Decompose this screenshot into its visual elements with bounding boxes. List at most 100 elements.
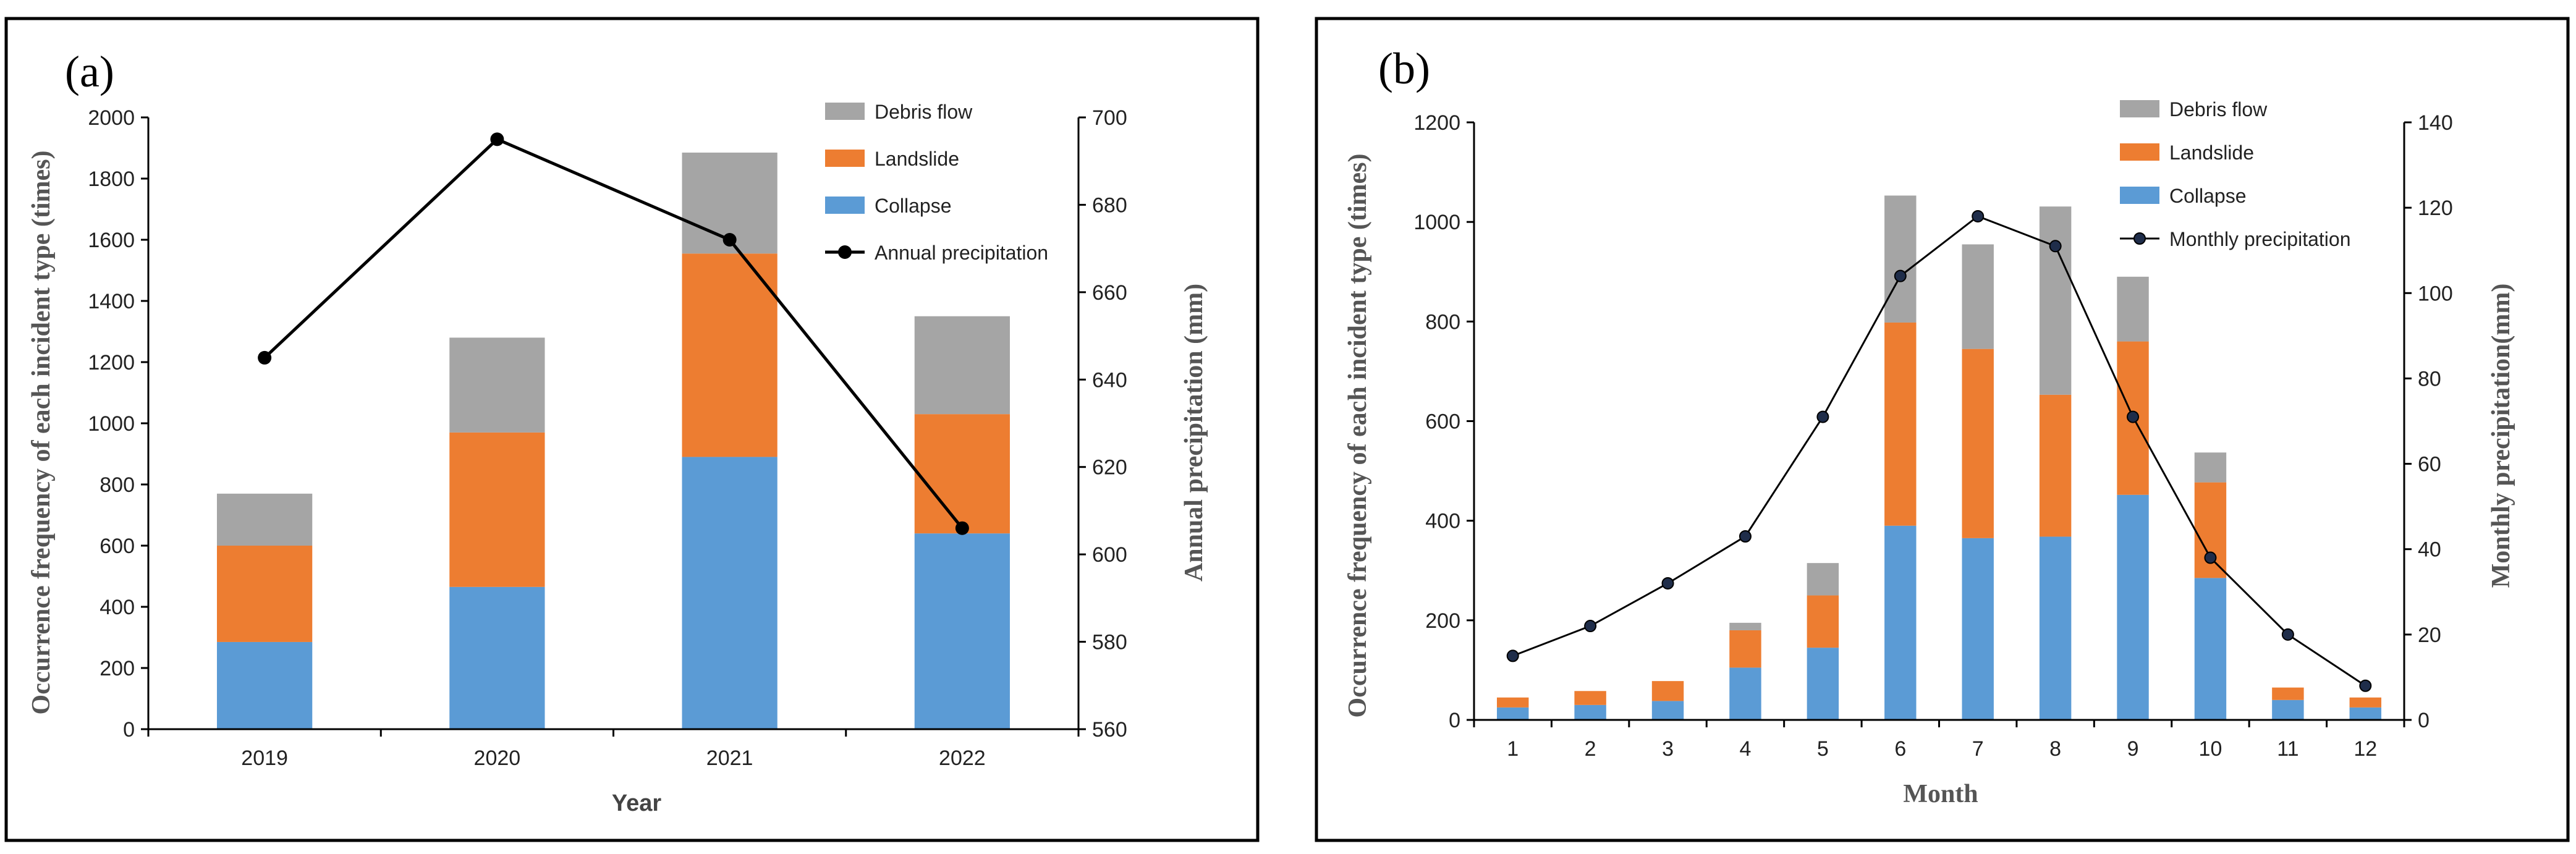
panel-a-bars: [216, 152, 1010, 729]
panel-b-y2-axis-title: Monthly precipitation(mm): [2487, 284, 2515, 588]
precipitation-point: [1739, 530, 1752, 543]
precipitation-point: [258, 350, 272, 365]
legend-swatch-debris-flow: [2120, 100, 2159, 117]
right-tick-label: 0: [2418, 709, 2430, 732]
x-tick-label: 2019: [241, 746, 288, 770]
bar-landslide-4: [1729, 630, 1761, 668]
precipitation-point: [2359, 679, 2372, 692]
left-tick-label: 600: [100, 535, 135, 558]
bar-collapse-10: [2194, 578, 2227, 720]
x-tick-label: 2021: [706, 746, 753, 770]
legend-label-landslide: Landslide: [875, 148, 959, 170]
legend-label-collapse: Collapse: [875, 195, 952, 217]
bar-collapse-7: [1962, 538, 1994, 720]
bar-collapse-2020: [449, 586, 545, 729]
right-tick-label: 40: [2418, 538, 2441, 562]
left-tick-label: 400: [100, 596, 135, 619]
x-tick-label: 7: [1972, 737, 1984, 761]
bar-landslide-1: [1496, 697, 1529, 708]
bar-collapse-2022: [914, 533, 1010, 729]
panel-a: (a) 0 200 400 600 800 1000 1200 1400 1600 1800 200…: [4, 17, 1260, 842]
bar-collapse-3: [1651, 701, 1684, 720]
panel-b-x-axis-title: Month: [1903, 780, 1978, 808]
precipitation-point: [1972, 209, 1985, 222]
legend-label-monthly-precipitation: Monthly precipitation: [2169, 228, 2350, 250]
panel-b-bars: [1496, 195, 2382, 720]
bar-debris-flow-6: [1884, 195, 1917, 323]
bar-collapse-2: [1574, 704, 1606, 720]
bar-landslide-2020: [449, 432, 545, 587]
precipitation-point: [2049, 240, 2062, 253]
precipitation-point: [1816, 410, 1829, 423]
legend-label-debris-flow: Debris flow: [875, 101, 973, 123]
panel-a-legend: Debris flow Landslide Collapse Annual preci…: [825, 101, 1048, 264]
left-tick-label: 1200: [88, 351, 135, 374]
legend-marker: [838, 245, 852, 259]
panel-b-right-axis: 0 20 40 60 80 100 120 140: [2403, 111, 2453, 732]
panel-b-precip-line: [1506, 209, 2372, 692]
x-tick-label: 2: [1585, 737, 1596, 761]
x-tick-label: 2020: [474, 746, 521, 770]
x-tick-label: 6: [1894, 737, 1906, 761]
precipitation-point: [2204, 551, 2217, 564]
right-tick-label: 700: [1092, 106, 1127, 130]
left-tick-label: 1600: [88, 229, 135, 252]
bar-debris-flow-5: [1807, 563, 1839, 596]
right-tick-label: 140: [2418, 111, 2453, 135]
right-tick-label: 100: [2418, 282, 2453, 305]
bar-landslide-2019: [216, 546, 313, 642]
right-tick-label: 20: [2418, 624, 2441, 647]
bar-collapse-9: [2117, 494, 2149, 720]
left-tick-label: 600: [1425, 410, 1460, 434]
bar-debris-flow-2022: [914, 316, 1010, 415]
precipitation-point: [2127, 410, 2140, 423]
x-tick-label: 2022: [939, 746, 986, 770]
panel-a-label: (a): [65, 47, 114, 96]
left-tick-label: 0: [1449, 709, 1460, 732]
left-tick-label: 1000: [88, 412, 135, 436]
right-tick-label: 60: [2418, 453, 2441, 476]
legend-label-annual-precipitation: Annual precipitation: [875, 242, 1048, 264]
panel-a-left-axis: 0 200 400 600 800 1000 1200 1400 1600 1800 2000: [88, 106, 150, 742]
x-tick-label: 4: [1739, 737, 1751, 761]
precipitation-point: [1894, 269, 1907, 282]
right-tick-label: 580: [1092, 631, 1127, 654]
panel-a-y-axis-title: Occurrence frequency of each incident ty…: [27, 151, 56, 715]
right-tick-label: 680: [1092, 193, 1127, 217]
legend-label-landslide: Landslide: [2169, 142, 2254, 164]
bar-collapse-1: [1496, 707, 1529, 720]
x-tick-label: 1: [1507, 737, 1519, 761]
legend-swatch-landslide: [2120, 143, 2159, 161]
panel-a-precip-line: [258, 132, 969, 535]
x-tick-label: 8: [2049, 737, 2061, 761]
precipitation-point: [722, 233, 737, 247]
left-tick-label: 200: [100, 657, 135, 680]
legend-swatch-debris-flow: [825, 103, 865, 120]
precipitation-point: [1506, 649, 1519, 662]
bar-debris-flow-2020: [449, 337, 545, 433]
bar-collapse-11: [2272, 700, 2304, 720]
panel-b-y-axis-title: Occurrence frequency of each incident ty…: [1344, 154, 1372, 718]
legend-swatch-collapse: [2120, 187, 2159, 204]
legend-swatch-landslide: [825, 150, 865, 167]
bar-collapse-12: [2349, 707, 2382, 720]
bar-debris-flow-2019: [216, 493, 313, 546]
bar-collapse-4: [1729, 667, 1761, 720]
legend-swatch-collapse: [825, 197, 865, 214]
legend-label-collapse: Collapse: [2169, 185, 2247, 207]
left-tick-label: 200: [1425, 609, 1460, 633]
left-tick-label: 400: [1425, 510, 1460, 533]
precipitation-line: [1512, 215, 2366, 687]
panel-b-left-axis: 0 200 400 600 800 1000 1200: [1413, 111, 1475, 732]
right-tick-label: 660: [1092, 281, 1127, 305]
bar-landslide-6: [1884, 322, 1917, 526]
right-tick-label: 560: [1092, 718, 1127, 742]
bar-collapse-2021: [682, 457, 777, 729]
bar-collapse-6: [1884, 525, 1917, 720]
panel-b-x-axis: 1 2 3 4 5 6 7 8 9 10 11 12: [1473, 719, 2405, 761]
precipitation-line: [263, 137, 964, 530]
panel-b-legend: Debris flow Landslide Collapse Monthly prec…: [2120, 98, 2350, 250]
bar-collapse-5: [1807, 648, 1839, 720]
legend-marker: [2133, 232, 2146, 245]
